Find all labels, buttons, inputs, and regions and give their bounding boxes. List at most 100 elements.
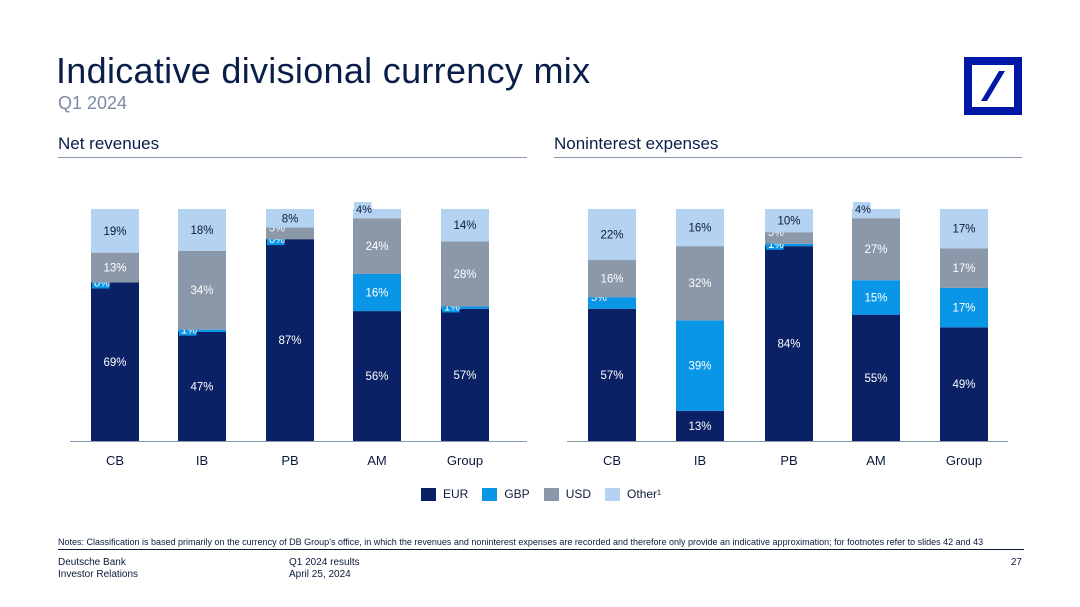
revenue-bar-pb-eur [266,239,314,441]
expense-bar-ib-usd [676,246,724,321]
expense-bar-pb-eur-label: 84% [777,339,800,351]
revenue-bar-am-gbp [353,273,401,312]
expense-bar-ib-eur [676,410,724,441]
revenue-bar-am-usd [353,218,401,274]
expense-bar-group-usd-label: 17% [952,263,975,275]
revenue-bar-pb-other [266,209,314,228]
revenue-bar-group-usd-label: 28% [453,269,476,281]
expense-bar-cb-eur-label: 57% [600,370,623,382]
revenue-bar-cb-eur [91,282,139,441]
revenue-bar-pb-other-label: 8% [282,213,299,225]
expense-bar-ib-other [676,209,724,247]
expense-bar-am-other-label-bg [853,202,871,215]
expense-bar-ib-gbp-label: 39% [688,361,711,373]
revenue-bar-ib-eur [178,331,226,441]
expense-category-label-group: Group [946,453,982,468]
expense-bar-ib-eur-label: 13% [688,421,711,433]
revenue-bar-ib-gbp [178,329,226,332]
revenue-bar-am-other [353,209,401,219]
expense-bar-group-eur [940,327,988,441]
expense-bar-cb-usd [588,260,636,298]
revenue-bar-am-eur-label: 56% [365,371,388,383]
net-revenues-title: Net revenues [58,134,160,153]
expense-bar-cb-eur [588,308,636,441]
legend-label-usd: USD [565,487,592,501]
revenue-category-label-am: AM [367,453,387,468]
revenue-bar-cb-eur-label: 69% [103,357,126,369]
legend-swatch-usd [543,487,559,501]
expense-bar-am-other [852,209,900,219]
revenue-bar-cb-other-label: 19% [103,226,126,238]
revenue-bar-am-other-label: 4% [356,204,372,216]
revenue-bar-group-other [441,209,489,242]
expense-bar-ib-gbp [676,320,724,411]
legend-swatch-gbp [482,487,498,501]
revenue-bar-cb-other [91,209,139,253]
revenue-bar-am-usd-label: 24% [365,241,388,253]
revenue-bar-group-eur-label: 57% [453,370,476,382]
footer-report-name: Q1 2024 results [289,557,360,568]
expense-bar-pb-eur [765,246,813,441]
revenue-bar-pb-usd [266,227,314,240]
expense-bar-ib-other-label: 16% [688,223,711,235]
expense-bar-am-eur [852,314,900,441]
expense-bar-ib-usd-label: 32% [688,278,711,290]
revenue-bar-ib-other-label: 18% [190,225,213,237]
footer-rule [58,549,1024,550]
footer-company-name: Deutsche Bank [58,557,126,568]
legend-swatch-other [605,487,621,501]
expense-bar-group-other [940,209,988,249]
page-number: 27 [1010,557,1022,568]
revenue-category-label-group: Group [447,453,483,468]
expense-bar-pb-usd [765,232,813,244]
expense-bar-am-eur-label: 55% [864,373,887,385]
revenue-bar-cb-usd [91,252,139,283]
expense-bar-pb-gbp [765,243,813,247]
expense-bar-am-usd [852,218,900,281]
expense-bar-cb-usd-label: 16% [600,274,623,286]
revenue-bar-pb-eur-label: 87% [278,335,301,347]
revenue-bar-ib-eur-label: 47% [190,381,213,393]
revenue-category-label-cb: CB [106,453,124,468]
expense-bar-group-eur-label: 49% [952,379,975,391]
expense-bar-group-gbp [940,287,988,328]
legend-item-usd: USD [543,487,592,501]
legend-item-other: Other¹ [605,487,661,501]
expense-bar-cb-gbp [588,297,636,309]
noninterest-expenses-title: Noninterest expenses [554,134,719,153]
revenue-category-label-pb: PB [281,453,298,468]
legend-item-eur: EUR [421,487,468,501]
legend: EUR GBP USD Other¹ [421,487,661,501]
net-revenues-rule [58,157,527,158]
footer-company: Deutsche Bank Investor Relations [58,557,138,581]
expense-bar-group-other-label: 17% [952,224,975,236]
revenue-category-label-ib: IB [196,453,208,468]
revenue-bar-am-eur [353,311,401,441]
expense-bar-pb-other-label: 10% [777,216,800,228]
expense-bar-cb-other-label: 22% [600,230,623,242]
expense-bar-group-usd [940,248,988,288]
legend-swatch-eur [421,487,436,501]
expense-bar-am-other-label: 4% [855,204,871,216]
revenue-bar-ib-other [178,209,226,251]
expense-category-label-ib: IB [694,453,706,468]
page-title: Indicative divisional currency mix [56,50,591,91]
expense-bar-am-gbp-label: 15% [864,292,887,304]
legend-label-other: Other¹ [627,487,662,501]
revenue-bar-group-eur [441,308,489,441]
expense-category-label-am: AM [866,453,886,468]
expense-bar-pb-other [765,209,813,233]
revenue-bar-am-gbp-label: 16% [365,288,388,300]
notes: Notes: Classification is based primarily… [58,537,984,547]
expense-bar-am-gbp [852,280,900,315]
expense-bar-am-usd-label: 27% [864,244,887,256]
revenue-bar-am-other-label-bg [354,202,372,215]
revenue-bar-group-usd [441,241,489,307]
page-subtitle: Q1 2024 [58,93,128,113]
expense-bar-cb-other [588,209,636,261]
footer-department: Investor Relations [58,569,139,580]
deutsche-bank-logo [964,57,1022,115]
legend-label-gbp: GBP [504,487,530,501]
revenue-bar-cb-usd-label: 13% [103,263,126,275]
revenue-bar-group-other-label: 14% [453,220,476,232]
